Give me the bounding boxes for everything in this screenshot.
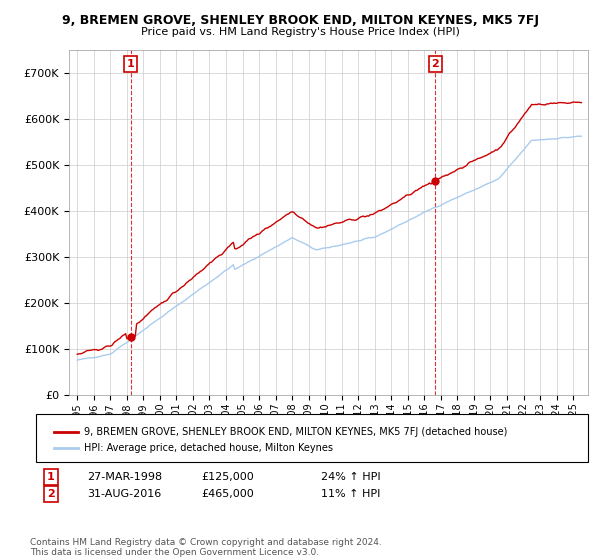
Text: £125,000: £125,000 xyxy=(201,472,254,482)
Text: 31-AUG-2016: 31-AUG-2016 xyxy=(87,489,161,499)
Text: 9, BREMEN GROVE, SHENLEY BROOK END, MILTON KEYNES, MK5 7FJ: 9, BREMEN GROVE, SHENLEY BROOK END, MILT… xyxy=(62,14,539,27)
Text: 2: 2 xyxy=(47,489,55,499)
Text: 11% ↑ HPI: 11% ↑ HPI xyxy=(321,489,380,499)
Text: 27-MAR-1998: 27-MAR-1998 xyxy=(87,472,162,482)
Text: £465,000: £465,000 xyxy=(201,489,254,499)
Text: 1: 1 xyxy=(127,59,134,69)
Text: 9, BREMEN GROVE, SHENLEY BROOK END, MILTON KEYNES, MK5 7FJ (detached house): 9, BREMEN GROVE, SHENLEY BROOK END, MILT… xyxy=(84,427,508,437)
Text: 24% ↑ HPI: 24% ↑ HPI xyxy=(321,472,380,482)
Text: HPI: Average price, detached house, Milton Keynes: HPI: Average price, detached house, Milt… xyxy=(84,443,333,453)
Text: Contains HM Land Registry data © Crown copyright and database right 2024.
This d: Contains HM Land Registry data © Crown c… xyxy=(30,538,382,557)
Text: Price paid vs. HM Land Registry's House Price Index (HPI): Price paid vs. HM Land Registry's House … xyxy=(140,27,460,37)
Text: 1: 1 xyxy=(47,472,55,482)
Text: 2: 2 xyxy=(431,59,439,69)
